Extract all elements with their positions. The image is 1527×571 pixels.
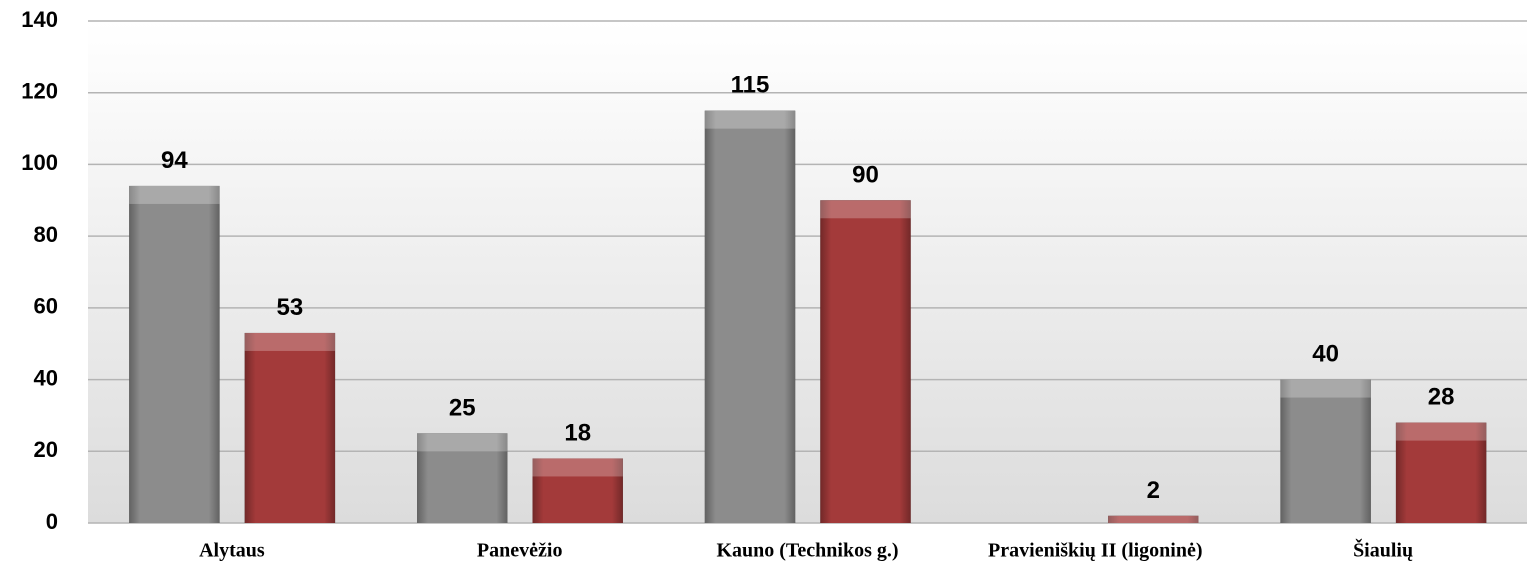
bar-bevel (820, 200, 911, 219)
bar (417, 433, 508, 523)
bar (532, 458, 623, 523)
bar-bevel (1108, 515, 1199, 523)
bar (129, 185, 220, 523)
y-tick-label: 60 (34, 294, 58, 319)
bar-bevel (1395, 422, 1487, 441)
data-label: 40 (1312, 341, 1339, 368)
bar-bevel (1280, 379, 1371, 398)
x-tick-label: Pravieniškių II (ligoninė) (988, 540, 1202, 562)
y-tick-label: 140 (21, 7, 58, 32)
data-label: 25 (449, 394, 476, 421)
bar-bevel (417, 433, 508, 452)
y-tick-label: 40 (34, 365, 58, 390)
data-label: 115 (731, 72, 770, 99)
bar-bevel (704, 110, 796, 129)
data-label: 18 (564, 419, 591, 446)
bar-bevel (532, 458, 623, 477)
data-label: 94 (161, 147, 188, 174)
y-tick-label: 100 (21, 150, 58, 175)
x-tick-label: Kauno (Technikos g.) (716, 540, 898, 562)
data-label: 53 (277, 294, 304, 321)
bar (820, 200, 911, 524)
bar-bevel (129, 185, 220, 204)
x-tick-label: Šiaulių (1353, 538, 1413, 562)
y-tick-label: 0 (46, 509, 58, 534)
y-tick-label: 80 (34, 222, 58, 247)
bar (244, 332, 336, 523)
bar (1108, 515, 1199, 523)
y-tick-label: 120 (21, 79, 58, 104)
y-tick-label: 20 (34, 437, 58, 462)
x-tick-label: Alytaus (199, 540, 265, 562)
data-label: 90 (852, 161, 879, 188)
bar (704, 110, 796, 524)
data-label: 28 (1428, 384, 1455, 411)
x-tick-label: Panevėžio (477, 540, 563, 562)
bar-bevel (244, 332, 336, 351)
bar (1395, 422, 1487, 523)
bar (1280, 379, 1371, 523)
data-label: 2 (1147, 477, 1160, 504)
